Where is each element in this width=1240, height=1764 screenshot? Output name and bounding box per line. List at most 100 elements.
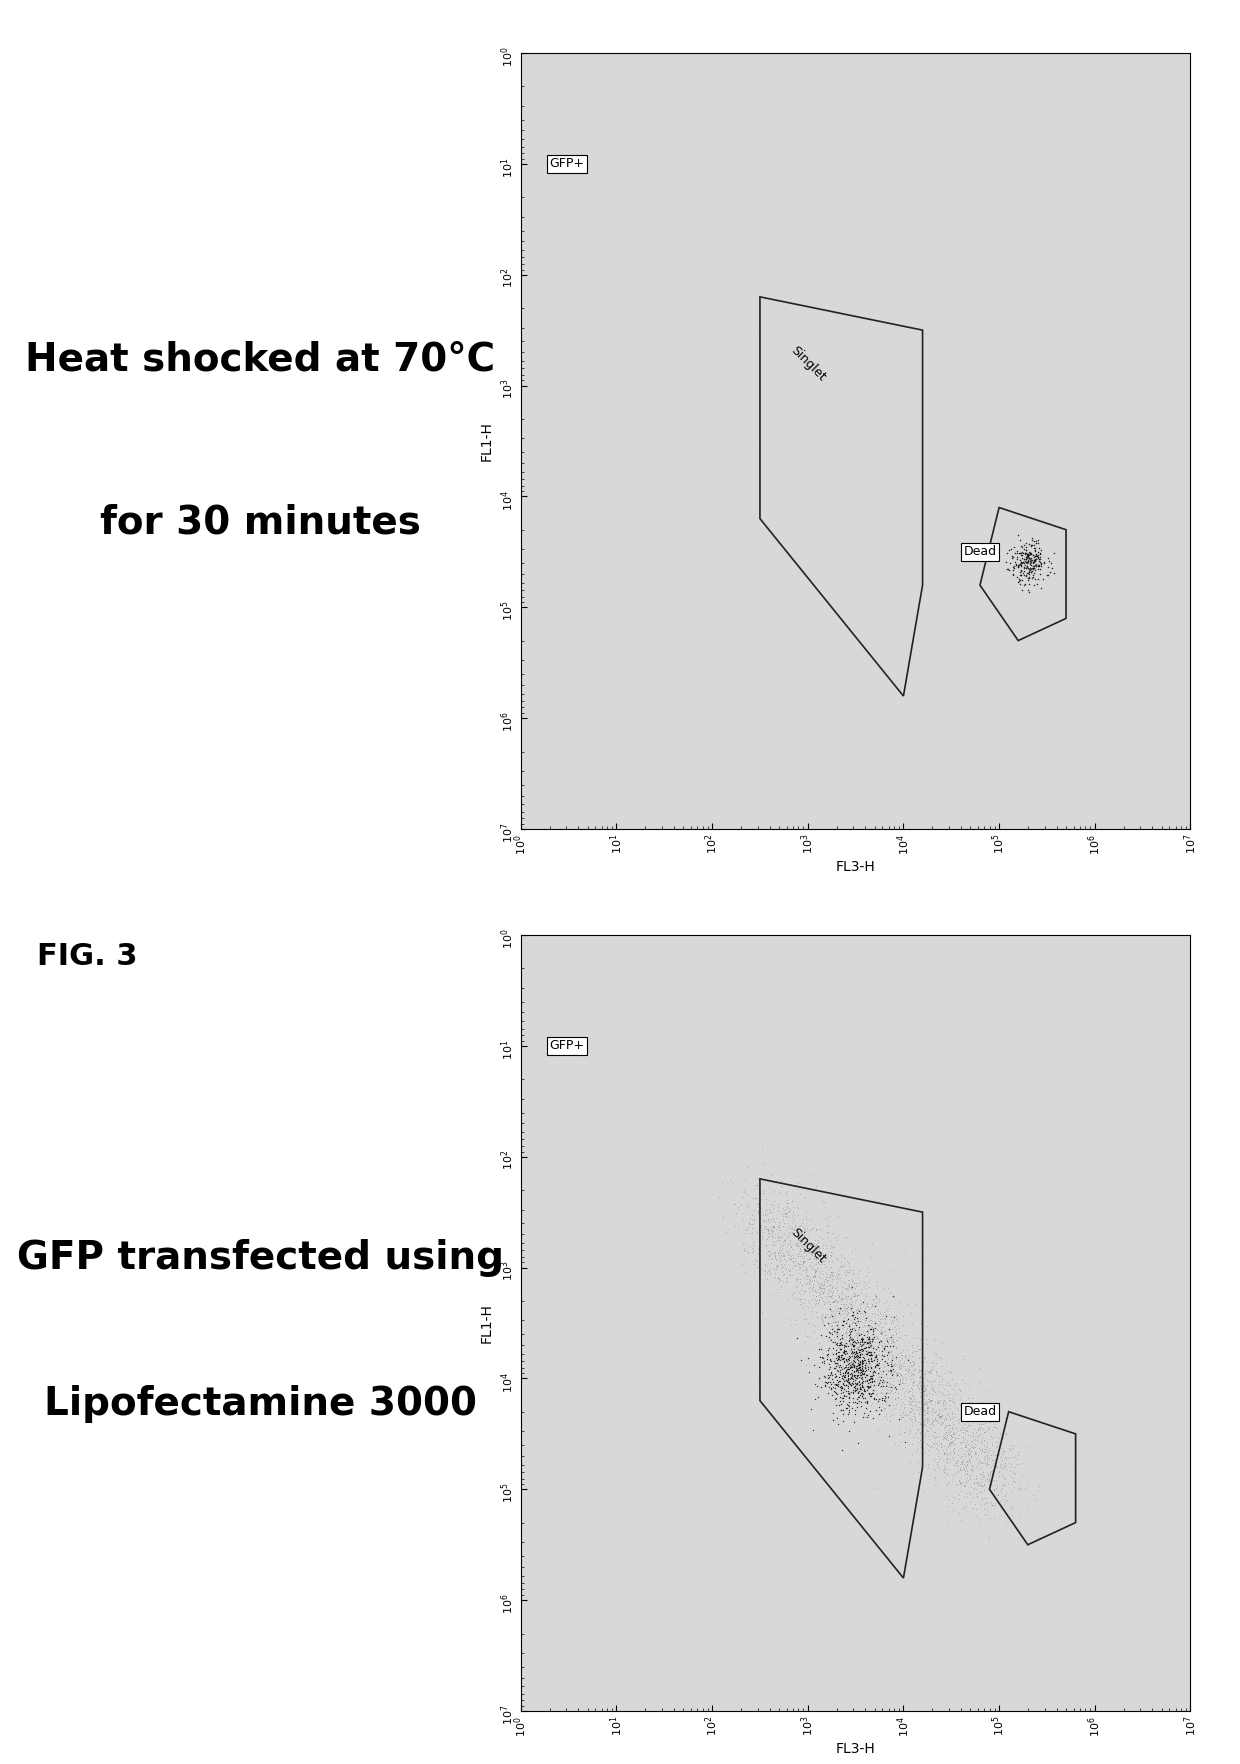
Point: [873, 1349, 893, 1378]
Point: [839, 1272, 859, 1300]
Point: [542, 1166, 562, 1194]
Point: [796, 1184, 816, 1212]
Point: [929, 1394, 949, 1422]
Point: [951, 314, 971, 342]
Point: [903, 624, 923, 653]
Point: [928, 1416, 947, 1445]
Point: [920, 1387, 940, 1415]
Point: [957, 1434, 977, 1462]
Point: [835, 1337, 854, 1365]
Point: [1013, 1122, 1033, 1150]
Point: [890, 1427, 910, 1455]
Point: [551, 1589, 570, 1618]
Point: [1054, 1028, 1074, 1057]
Point: [601, 1127, 621, 1155]
Point: [888, 258, 908, 286]
Point: [635, 1074, 655, 1102]
Point: [895, 1355, 915, 1383]
Point: [847, 1355, 867, 1383]
Point: [946, 1401, 966, 1429]
Point: [861, 1312, 880, 1341]
Point: [1149, 1215, 1169, 1244]
Point: [930, 1656, 950, 1685]
Point: [982, 734, 1002, 762]
Point: [609, 1651, 629, 1679]
Point: [655, 1145, 675, 1173]
Point: [838, 1353, 858, 1381]
Point: [1025, 1609, 1045, 1637]
Point: [796, 780, 816, 808]
Point: [808, 1018, 828, 1046]
Point: [620, 1298, 640, 1327]
Point: [890, 730, 910, 759]
Point: [799, 1267, 818, 1295]
Point: [1001, 452, 1021, 480]
Point: [737, 1268, 756, 1297]
Point: [647, 1364, 667, 1392]
Point: [655, 626, 675, 654]
Point: [941, 1429, 961, 1457]
Point: [1151, 1055, 1171, 1083]
Point: [1063, 333, 1083, 362]
Point: [624, 1656, 644, 1685]
Point: [846, 1330, 866, 1358]
Point: [844, 1369, 864, 1397]
Point: [697, 646, 717, 674]
Point: [954, 1455, 973, 1484]
Point: [543, 602, 563, 630]
Point: [973, 1471, 993, 1499]
Point: [965, 1157, 985, 1185]
Point: [569, 630, 589, 658]
Point: [1014, 1316, 1034, 1344]
Point: [773, 990, 792, 1018]
Point: [811, 1275, 831, 1304]
Point: [1049, 1037, 1069, 1065]
Point: [940, 1431, 960, 1459]
Point: [795, 1230, 815, 1258]
Point: [1121, 561, 1141, 589]
Point: [711, 1489, 730, 1517]
Point: [616, 524, 636, 552]
Point: [692, 1544, 712, 1572]
Point: [642, 1344, 662, 1372]
Point: [642, 1339, 662, 1367]
Point: [777, 443, 797, 471]
Point: [826, 942, 846, 970]
Point: [1085, 1016, 1105, 1044]
Point: [707, 1277, 727, 1305]
Point: [632, 1441, 652, 1469]
Point: [789, 1217, 808, 1245]
Point: [723, 937, 743, 965]
Point: [658, 1325, 678, 1353]
Point: [838, 1344, 858, 1372]
Point: [890, 1637, 910, 1665]
Point: [966, 1454, 986, 1482]
Point: [782, 1187, 802, 1215]
Point: [618, 1612, 637, 1641]
Point: [663, 1048, 683, 1076]
Point: [823, 1041, 843, 1069]
Point: [828, 1372, 848, 1401]
Point: [821, 1261, 841, 1289]
Point: [774, 1060, 794, 1088]
Point: [937, 1401, 957, 1429]
Point: [915, 1342, 935, 1371]
Point: [994, 1471, 1014, 1499]
Point: [1100, 1626, 1120, 1655]
Point: [1011, 550, 1030, 579]
Point: [802, 1242, 822, 1270]
Point: [728, 1683, 748, 1711]
Point: [835, 1312, 854, 1341]
Point: [836, 1358, 856, 1387]
Point: [805, 1244, 825, 1272]
Point: [724, 1212, 744, 1240]
Point: [997, 1184, 1017, 1212]
Point: [977, 1461, 997, 1489]
Point: [604, 480, 624, 508]
Point: [547, 1517, 567, 1545]
Point: [802, 1297, 822, 1325]
Point: [1166, 1438, 1185, 1466]
Point: [919, 152, 939, 180]
Point: [1047, 1494, 1066, 1522]
Point: [601, 346, 621, 374]
